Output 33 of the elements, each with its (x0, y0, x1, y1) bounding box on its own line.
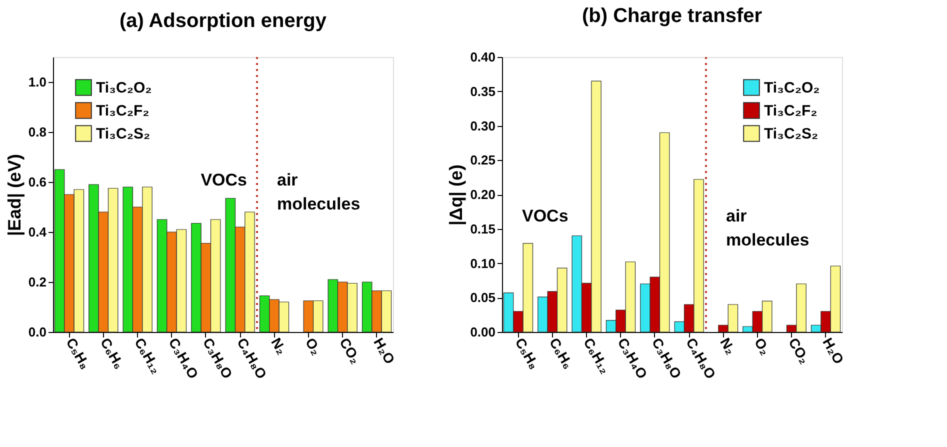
y-tick-label: 0.8 (28, 124, 46, 140)
legend-label: Ti₃C₂S₂ (764, 126, 818, 142)
x-tick-label: O₂ (302, 335, 325, 358)
y-axis-title: |Ead| (eV) (4, 154, 24, 236)
y-axis-title: |Δq| (e) (446, 164, 466, 226)
y-tick-label: 0.30 (470, 118, 496, 134)
x-tick-label: O₂ (751, 335, 774, 358)
y-tick-label: 0.10 (470, 256, 496, 271)
legend-label: Ti₃C₂S₂ (96, 126, 150, 142)
y-tick-label: 0.35 (470, 84, 496, 99)
y-tick-label: 0.2 (28, 274, 46, 290)
annotation: air molecules (277, 170, 360, 214)
y-tick-label: 0.00 (470, 324, 496, 340)
annotation: VOCs (200, 170, 247, 190)
legend-label: Ti₃C₂O₂ (96, 80, 152, 96)
legend-label: Ti₃C₂F₂ (96, 102, 150, 120)
y-tick-label: 0.05 (470, 290, 496, 306)
y-tick-label: 0.15 (470, 221, 496, 236)
y-tick-label: 0.40 (470, 50, 496, 64)
y-tick-label: 0.6 (28, 174, 46, 190)
y-tick-label: 0.4 (28, 224, 48, 240)
chart-title: (a) Adsorption energy (119, 10, 328, 32)
y-tick-label: 0.0 (28, 324, 46, 340)
y-tick-label: 1.0 (28, 74, 46, 90)
x-tick-label: N₂ (717, 335, 740, 358)
annotation: air molecules (726, 206, 810, 250)
y-tick-label: 0.20 (470, 187, 496, 202)
legend-label: Ti₃C₂F₂ (764, 102, 818, 120)
y-tick-label: 0.25 (470, 152, 496, 168)
chart-title: (b) Charge transfer (582, 5, 762, 27)
annotation: VOCs (522, 206, 568, 226)
legend-label: Ti₃C₂O₂ (764, 80, 820, 96)
x-tick-label: N₂ (268, 335, 290, 358)
